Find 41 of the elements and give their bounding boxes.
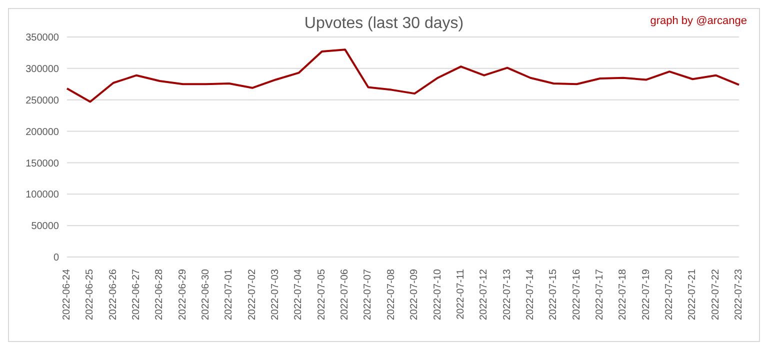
y-tick-label: 150000: [26, 158, 60, 170]
x-tick-label: 2022-07-04: [293, 268, 304, 320]
chart-title: Upvotes (last 30 days): [304, 15, 464, 32]
x-tick-label: 2022-07-06: [340, 268, 351, 320]
x-tick-label: 2022-07-19: [640, 268, 652, 320]
y-tick-label: 350000: [26, 32, 60, 44]
x-tick-label: 2022-07-17: [594, 268, 606, 320]
x-tick-label: 2022-06-29: [177, 268, 188, 320]
x-tick-label: 2022-07-10: [432, 268, 444, 320]
text: graph by @arcange: [650, 15, 747, 27]
x-tick-label: 2022-07-22: [710, 268, 722, 320]
y-tick-label: 0: [53, 252, 60, 264]
x-tick-label: 2022-07-05: [316, 268, 328, 320]
x-tick-label: 2022-06-28: [154, 268, 166, 320]
y-tick-label: 200000: [26, 126, 60, 138]
x-tick-label: 2022-06-25: [84, 268, 96, 320]
x-tick-label: 2022-07-23: [734, 268, 744, 320]
x-tick-label: 2022-07-03: [270, 268, 282, 320]
x-tick-label: 2022-07-15: [548, 268, 560, 320]
x-tick-label: 2022-07-07: [362, 268, 374, 320]
x-tick-label: 2022-06-24: [62, 268, 72, 320]
y-tick-label: 250000: [26, 95, 60, 106]
x-tick-label: 2022-07-18: [618, 268, 629, 320]
x-tick-label: 2022-07-11: [455, 268, 466, 320]
x-tick-label: 2022-07-20: [664, 268, 675, 320]
y-tick-label: 300000: [26, 64, 60, 75]
x-tick-label: 2022-07-09: [409, 268, 420, 320]
x-tick-label: 2022-07-02: [246, 268, 258, 320]
x-tick-label: 2022-06-26: [108, 268, 119, 320]
x-tick-label: 2022-07-14: [524, 268, 536, 320]
x-tick-label: 2022-06-27: [131, 268, 142, 320]
x-tick-label: 2022-07-13: [502, 268, 513, 320]
y-tick-label: 100000: [26, 190, 60, 201]
x-tick-label: 2022-07-16: [571, 268, 582, 320]
x-tick-label: 2022-07-21: [687, 268, 698, 320]
x-tick-label: 2022-07-01: [224, 268, 235, 320]
y-tick-label: 50000: [31, 221, 60, 232]
x-tick-label: 2022-07-08: [386, 268, 397, 320]
x-tick-label: 2022-07-12: [478, 268, 490, 320]
line-series: [66, 48, 740, 103]
x-tick-label: 2022-06-30: [200, 268, 212, 320]
